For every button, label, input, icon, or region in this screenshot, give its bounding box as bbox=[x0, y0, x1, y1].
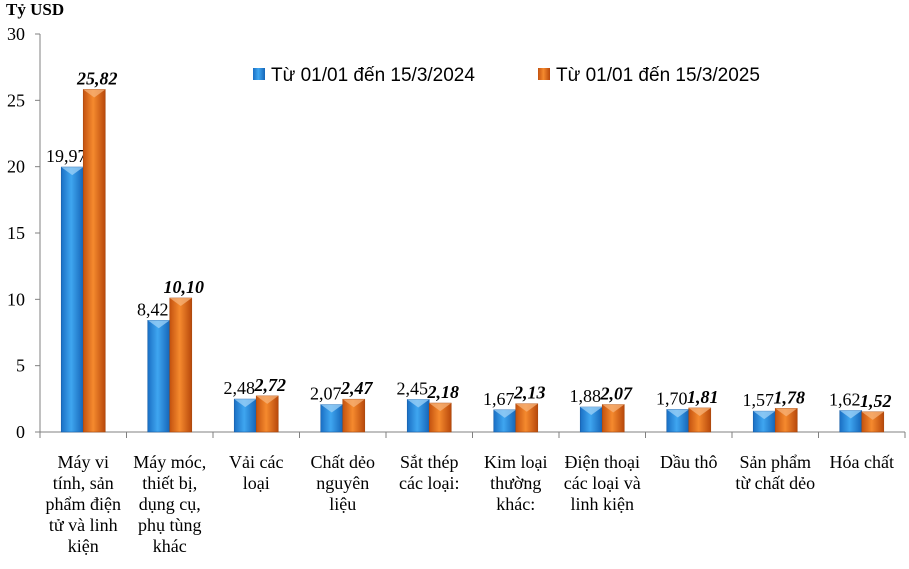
data-label: 2,07 bbox=[310, 384, 342, 404]
data-label: 1,57 bbox=[743, 390, 775, 410]
bar-highlight bbox=[839, 410, 862, 419]
data-label: 1,88 bbox=[570, 386, 602, 406]
category-label: Máy móc, thiết bị, dụng cụ, phụ tùng khá… bbox=[133, 452, 207, 556]
bar bbox=[60, 166, 84, 433]
category-label: Hóa chất bbox=[829, 452, 894, 472]
y-axis-title: Tỷ USD bbox=[6, 0, 65, 19]
y-tick-label: 15 bbox=[7, 223, 25, 243]
data-label: 2,45 bbox=[397, 378, 429, 398]
bar bbox=[147, 319, 171, 433]
data-label: 10,10 bbox=[164, 277, 205, 297]
category-label: Vải các loại bbox=[229, 452, 284, 493]
bar bbox=[82, 89, 106, 433]
data-label: 1,52 bbox=[860, 391, 892, 411]
legend-swatch bbox=[538, 68, 550, 80]
y-tick-label: 30 bbox=[7, 24, 25, 44]
axes: 0 5 10 15 20 25 30 bbox=[7, 24, 906, 442]
bar-highlight bbox=[429, 403, 452, 412]
bar-highlight bbox=[515, 403, 538, 412]
category-label: Kim loại thường khác: bbox=[484, 452, 548, 514]
category-label: Sản phẩm từ chất dẻo bbox=[735, 452, 816, 493]
bar-highlight bbox=[342, 399, 365, 408]
data-label: 1,67 bbox=[483, 389, 515, 409]
data-label: 2,07 bbox=[600, 384, 634, 404]
y-tick-label: 20 bbox=[7, 157, 25, 177]
bar bbox=[169, 297, 193, 433]
bar-highlight bbox=[147, 320, 170, 329]
category-label: Chất dẻo nguyên liệu bbox=[310, 452, 376, 514]
category-label: Sắt thép các loại: bbox=[399, 452, 460, 493]
y-tick-label: 25 bbox=[7, 90, 25, 110]
bar-highlight bbox=[775, 408, 798, 417]
legend-swatch bbox=[253, 68, 265, 80]
bar-highlight bbox=[61, 167, 84, 176]
bar-highlight bbox=[861, 411, 884, 420]
bar-highlight bbox=[83, 89, 106, 98]
category-label: Máy vi tính, sản phẩm điện tử và linh ki… bbox=[45, 452, 121, 556]
data-label: 2,72 bbox=[254, 375, 287, 395]
bar-highlight bbox=[666, 409, 689, 418]
bar-highlight bbox=[407, 399, 430, 408]
data-label: 8,42 bbox=[137, 299, 169, 319]
data-label: 2,18 bbox=[427, 382, 460, 402]
bar-highlight bbox=[753, 411, 776, 420]
category-label: Dầu thô bbox=[660, 452, 718, 472]
category-label: Điện thoại các loại và linh kiện bbox=[563, 452, 641, 514]
data-label: 2,47 bbox=[340, 378, 374, 398]
bar-highlight bbox=[580, 407, 603, 416]
bar-highlight bbox=[688, 407, 711, 416]
data-label: 19,97 bbox=[46, 146, 87, 166]
data-label: 2,48 bbox=[224, 378, 256, 398]
bar-highlight bbox=[493, 409, 516, 418]
data-label: 1,81 bbox=[687, 387, 719, 407]
bar-highlight bbox=[602, 404, 625, 413]
y-tick-label: 0 bbox=[16, 422, 25, 442]
bar-highlight bbox=[320, 404, 343, 413]
data-label: 1,70 bbox=[656, 388, 688, 408]
bar-highlight bbox=[169, 298, 192, 307]
data-label: 2,13 bbox=[513, 383, 546, 403]
legend: Từ 01/01 đến 15/3/2024 Từ 01/01 đến 15/3/… bbox=[253, 65, 760, 86]
legend-label: Từ 01/01 đến 15/3/2025 bbox=[556, 65, 760, 86]
bar-highlight bbox=[234, 399, 257, 408]
bar-highlight bbox=[256, 395, 279, 404]
legend-label: Từ 01/01 đến 15/3/2024 bbox=[271, 65, 475, 86]
y-tick-label: 5 bbox=[16, 356, 25, 376]
data-label: 25,82 bbox=[76, 68, 118, 88]
data-label: 1,78 bbox=[774, 387, 806, 407]
y-tick-label: 10 bbox=[7, 289, 25, 309]
data-label: 1,62 bbox=[829, 390, 861, 410]
